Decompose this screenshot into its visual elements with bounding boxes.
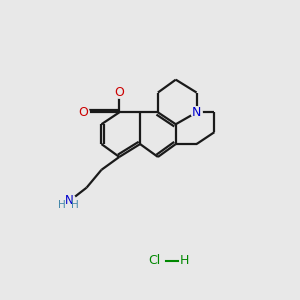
Circle shape [114, 87, 125, 98]
Text: Cl: Cl [148, 254, 160, 268]
Text: N: N [64, 194, 73, 206]
Circle shape [191, 107, 202, 118]
Text: N: N [192, 106, 201, 119]
Text: H: H [71, 200, 79, 210]
Text: H: H [179, 254, 189, 268]
Text: O: O [114, 86, 124, 99]
Text: O: O [79, 106, 88, 119]
Text: H: H [58, 200, 66, 210]
Circle shape [78, 107, 89, 118]
Circle shape [61, 194, 76, 209]
